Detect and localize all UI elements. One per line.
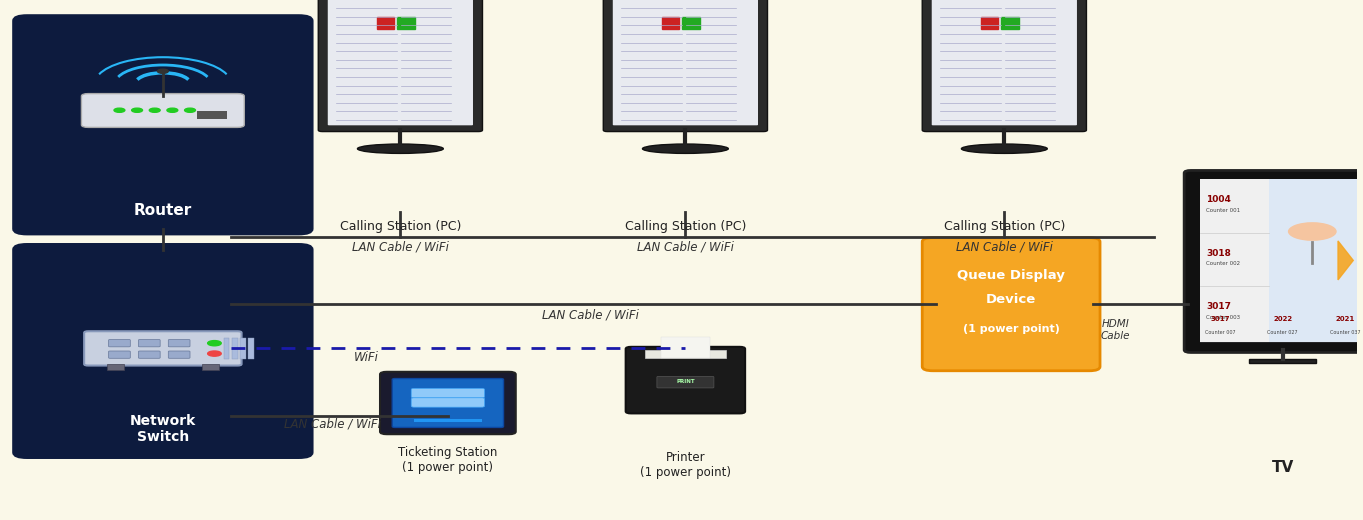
FancyBboxPatch shape — [412, 388, 484, 398]
FancyBboxPatch shape — [923, 238, 1100, 371]
FancyBboxPatch shape — [657, 376, 714, 388]
Circle shape — [114, 108, 125, 112]
Bar — [224, 338, 229, 359]
Text: Queue Display: Queue Display — [957, 269, 1065, 282]
Text: HDMI
Cable: HDMI Cable — [1101, 319, 1130, 341]
Bar — [1000, 17, 1018, 29]
FancyBboxPatch shape — [109, 340, 131, 347]
FancyBboxPatch shape — [109, 351, 131, 358]
Circle shape — [1288, 222, 1337, 241]
Text: Counter 002: Counter 002 — [1206, 262, 1240, 266]
Text: Router: Router — [134, 203, 192, 218]
FancyBboxPatch shape — [168, 340, 189, 347]
Text: LAN Cable / WiFi: LAN Cable / WiFi — [542, 308, 639, 321]
Text: LAN Cable / WiFi: LAN Cable / WiFi — [955, 241, 1052, 254]
Bar — [196, 111, 226, 119]
Circle shape — [132, 108, 143, 112]
Text: Network
Switch: Network Switch — [129, 414, 196, 444]
FancyBboxPatch shape — [932, 0, 1077, 125]
Bar — [240, 338, 245, 359]
Bar — [248, 338, 254, 359]
FancyBboxPatch shape — [412, 398, 484, 407]
Bar — [1201, 179, 1269, 342]
Text: Counter 037: Counter 037 — [1330, 330, 1360, 335]
Bar — [414, 419, 481, 422]
Bar — [1249, 359, 1317, 363]
Bar — [1201, 179, 1363, 342]
Text: TV: TV — [1272, 461, 1293, 475]
Text: Ticketing Station
(1 power point): Ticketing Station (1 power point) — [398, 446, 497, 474]
Circle shape — [150, 108, 159, 112]
Ellipse shape — [357, 144, 443, 153]
Text: Counter 007: Counter 007 — [1205, 330, 1235, 335]
FancyBboxPatch shape — [14, 16, 312, 234]
FancyBboxPatch shape — [613, 0, 758, 125]
Bar — [232, 338, 237, 359]
Bar — [397, 17, 414, 29]
Bar — [202, 364, 218, 370]
FancyBboxPatch shape — [923, 0, 1086, 132]
Text: Device: Device — [985, 293, 1036, 306]
Text: LAN Cable / WiFi: LAN Cable / WiFi — [352, 241, 448, 254]
Text: 1004: 1004 — [1206, 196, 1231, 204]
Circle shape — [158, 69, 168, 73]
FancyBboxPatch shape — [393, 379, 503, 427]
FancyBboxPatch shape — [380, 372, 515, 434]
Bar — [661, 337, 710, 358]
Circle shape — [166, 108, 177, 112]
FancyBboxPatch shape — [139, 340, 159, 347]
Text: PRINT: PRINT — [676, 379, 695, 384]
FancyBboxPatch shape — [85, 331, 241, 366]
Text: Printer
(1 power point): Printer (1 power point) — [639, 451, 731, 479]
FancyBboxPatch shape — [604, 0, 767, 132]
Text: 2022: 2022 — [1273, 316, 1292, 322]
Text: Calling Station (PC): Calling Station (PC) — [943, 220, 1065, 233]
Text: LAN Cable / WiFi: LAN Cable / WiFi — [637, 241, 733, 254]
Text: 3017: 3017 — [1206, 302, 1231, 311]
FancyBboxPatch shape — [139, 351, 159, 358]
Text: 2021: 2021 — [1336, 316, 1355, 322]
Bar — [682, 17, 699, 29]
Text: (1 power point): (1 power point) — [962, 324, 1059, 334]
Bar — [108, 364, 124, 370]
Text: Calling Station (PC): Calling Station (PC) — [339, 220, 461, 233]
FancyBboxPatch shape — [14, 244, 312, 458]
Bar — [645, 350, 726, 358]
Circle shape — [207, 341, 221, 346]
Text: WiFi: WiFi — [354, 351, 379, 364]
FancyBboxPatch shape — [319, 0, 483, 132]
Polygon shape — [1338, 241, 1353, 280]
Text: 3017: 3017 — [1210, 316, 1229, 322]
FancyBboxPatch shape — [327, 0, 473, 125]
Text: Counter 003: Counter 003 — [1206, 315, 1240, 320]
Text: LAN Cable / WiFi: LAN Cable / WiFi — [284, 417, 380, 431]
Text: Counter 027: Counter 027 — [1268, 330, 1298, 335]
Text: 3018: 3018 — [1206, 249, 1231, 258]
FancyBboxPatch shape — [1184, 171, 1363, 353]
FancyBboxPatch shape — [82, 94, 244, 127]
Ellipse shape — [642, 144, 728, 153]
Ellipse shape — [961, 144, 1047, 153]
Text: Counter 001: Counter 001 — [1206, 208, 1240, 213]
FancyBboxPatch shape — [626, 347, 746, 413]
Text: Calling Station (PC): Calling Station (PC) — [624, 220, 746, 233]
Bar — [1269, 179, 1363, 342]
Circle shape — [184, 108, 195, 112]
Bar — [376, 17, 394, 29]
FancyBboxPatch shape — [168, 351, 189, 358]
Circle shape — [207, 351, 221, 356]
Bar — [661, 17, 679, 29]
Bar — [980, 17, 998, 29]
